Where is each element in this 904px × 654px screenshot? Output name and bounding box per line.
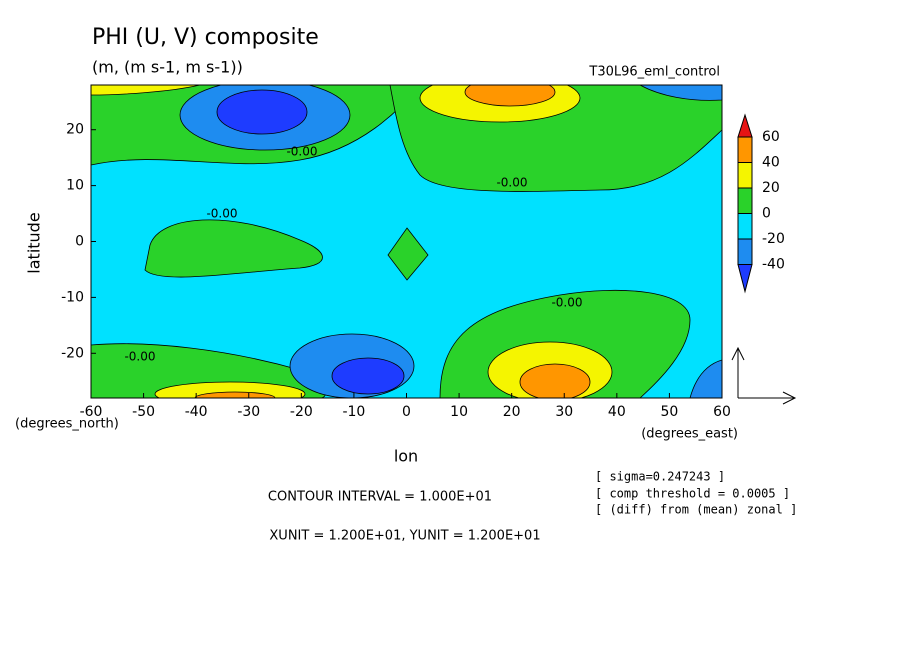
info: [ sigma=0.247243 ] <box>595 470 725 484</box>
info: [ comp threshold = 0.0005 ] <box>595 487 790 501</box>
colorbar-label: 60 <box>762 129 780 145</box>
x-tick-label: -30 <box>237 404 260 420</box>
experiment: T30L96_eml_control <box>588 65 720 80</box>
field <box>91 85 722 398</box>
colorbar-box <box>737 187 753 214</box>
colorbar-box <box>737 213 753 240</box>
x-tick-label: 40 <box>608 404 626 420</box>
contour-label: -0.00 <box>496 176 527 190</box>
x-unit-label: (degrees_east) <box>641 427 738 442</box>
contour-region <box>331 357 405 395</box>
colorbar-label: -20 <box>762 231 785 247</box>
x-tick-label: 60 <box>713 404 731 420</box>
x-tick-label: -60 <box>80 404 103 420</box>
x-tick-label: 30 <box>555 404 573 420</box>
colorbar-label: 0 <box>762 206 771 222</box>
x-axis-label: lon <box>394 447 418 466</box>
contour-region <box>689 359 722 398</box>
chart-subtitle: (m, (m s-1, m s-1)) <box>92 58 243 77</box>
info: [ (diff) from (mean) zonal ] <box>595 503 797 517</box>
note: CONTOUR INTERVAL = 1.000E+01 <box>268 490 492 505</box>
contour-region <box>194 391 276 398</box>
y-tick-label: -20 <box>61 345 84 361</box>
colorbar-label: 40 <box>762 155 780 171</box>
x-tick-label: -20 <box>290 404 313 420</box>
contour-region <box>144 219 323 278</box>
x-tick-label: 20 <box>503 404 521 420</box>
contour-label: -0.00 <box>286 145 317 159</box>
contour-region <box>91 85 201 96</box>
contour-label: -0.00 <box>206 207 237 221</box>
x-tick-label: 10 <box>450 404 468 420</box>
contour-label: -0.00 <box>551 296 582 310</box>
colorbar-label: -40 <box>762 257 785 273</box>
reference-vector <box>731 346 797 405</box>
x-tick-label: 50 <box>661 404 679 420</box>
x-tick-label: -40 <box>185 404 208 420</box>
contour-region <box>154 381 306 398</box>
contour-region <box>387 227 429 281</box>
colorbar-label: 20 <box>762 180 780 196</box>
colorbar-box <box>737 136 753 163</box>
contour-region <box>216 89 308 135</box>
chart-title: PHI (U, V) composite <box>92 25 319 50</box>
x-tick-label: 0 <box>402 404 411 420</box>
y-tick-label: -10 <box>61 289 84 305</box>
contour-region <box>519 363 591 398</box>
colorbar-cap <box>737 264 753 294</box>
x-tick-label: -10 <box>342 404 365 420</box>
y-tick-label: 20 <box>66 122 84 138</box>
colorbar-box <box>737 162 753 189</box>
contour-region <box>464 85 556 107</box>
note: XUNIT = 1.200E+01, YUNIT = 1.200E+01 <box>269 529 540 544</box>
colorbar-box <box>737 238 753 265</box>
x-tick-label: -50 <box>132 404 155 420</box>
contour-label: -0.00 <box>124 350 155 364</box>
colorbar-cap <box>737 113 753 138</box>
y-axis-label: latitude <box>25 212 44 273</box>
y-tick-label: 10 <box>66 178 84 194</box>
y-tick-label: 0 <box>75 234 84 250</box>
y-unit-label: (degrees_north) <box>15 417 119 432</box>
